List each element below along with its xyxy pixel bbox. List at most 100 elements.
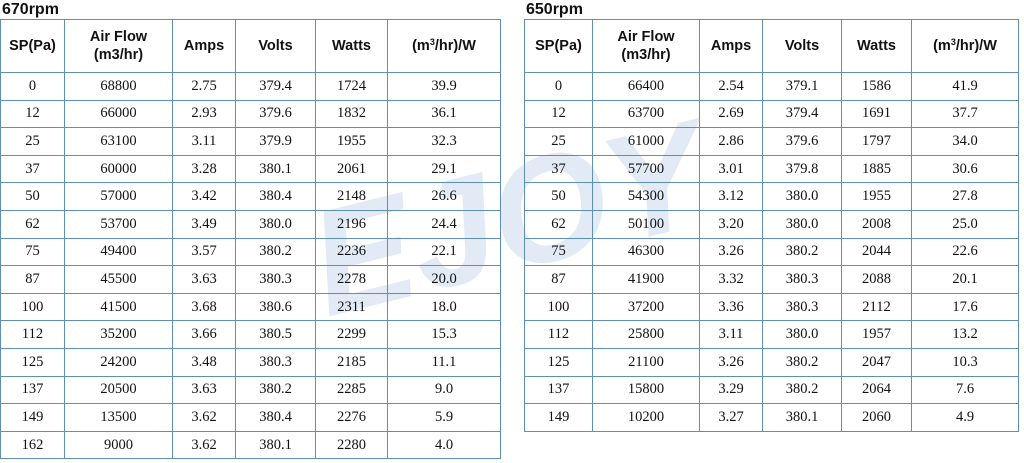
cell-amps: 3.28: [172, 154, 236, 184]
cell-sp: 0: [524, 72, 593, 101]
cell-watts: 2008: [841, 209, 912, 239]
performance-table: SP(Pa) Air Flow (m3/hr) Amps Volts Watts …: [524, 19, 1019, 432]
cell-volts: 380.0: [762, 209, 842, 239]
cell-sp: 125: [0, 347, 65, 377]
cell-volts: 379.1: [762, 72, 842, 101]
cell-volts: 380.1: [235, 154, 316, 184]
cell-airflow: 25800: [592, 320, 700, 349]
cell-airflow: 68800: [64, 72, 173, 101]
cell-watts: 2299: [315, 320, 388, 349]
cell-amps: 3.57: [172, 237, 236, 267]
cell-amps: 2.75: [172, 72, 236, 101]
cell-airflow: 53700: [64, 209, 173, 239]
cell-sp: 50: [524, 182, 593, 211]
cell-airflow: 46300: [592, 237, 700, 267]
cell-watts: 2236: [315, 237, 388, 267]
cell-volts: 380.3: [235, 265, 316, 294]
cell-watts: 2088: [841, 265, 912, 294]
table-row: 50 54300 3.12 380.0 1955 27.8: [524, 182, 1019, 211]
cell-airflow: 41900: [592, 265, 700, 294]
table-row: 162 9000 3.62 380.1 2280 4.0: [0, 430, 501, 460]
table-row: 62 50100 3.20 380.0 2008 25.0: [524, 209, 1019, 239]
cell-sp: 0: [0, 72, 65, 101]
header-airflow: Air Flow (m3/hr): [592, 19, 700, 73]
cell-amps: 3.36: [699, 292, 763, 322]
cell-volts: 379.4: [235, 72, 316, 101]
cell-watts: 1797: [841, 127, 912, 156]
cell-sp: 62: [524, 209, 593, 239]
cell-watts: 1586: [841, 72, 912, 101]
cell-volts: 380.2: [762, 375, 842, 405]
cell-watts: 2276: [315, 403, 388, 432]
cell-amps: 3.68: [172, 292, 236, 322]
cell-sp: 125: [524, 347, 593, 377]
table-row: 137 20500 3.63 380.2 2285 9.0: [0, 375, 501, 405]
cell-sp: 100: [524, 292, 593, 322]
cell-efficiency: 39.9: [387, 72, 501, 101]
cell-volts: 379.8: [762, 154, 842, 184]
cell-volts: 380.4: [235, 403, 316, 432]
cell-efficiency: 36.1: [387, 99, 501, 129]
cell-volts: 380.1: [235, 430, 316, 460]
cell-efficiency: 30.6: [911, 154, 1019, 184]
cell-volts: 380.3: [762, 292, 842, 322]
table-row: 0 66400 2.54 379.1 1586 41.9: [524, 72, 1019, 101]
cell-amps: 3.01: [699, 154, 763, 184]
table-row: 25 61000 2.86 379.6 1797 34.0: [524, 127, 1019, 156]
cell-airflow: 9000: [64, 430, 173, 460]
table-row: 87 45500 3.63 380.3 2278 20.0: [0, 265, 501, 294]
cell-airflow: 57000: [64, 182, 173, 211]
table-row: 12 63700 2.69 379.4 1691 37.7: [524, 99, 1019, 129]
cell-volts: 379.4: [762, 99, 842, 129]
cell-airflow: 41500: [64, 292, 173, 322]
cell-volts: 380.5: [235, 320, 316, 349]
header-sp: SP(Pa): [0, 19, 65, 73]
cell-sp: 87: [524, 265, 593, 294]
cell-amps: 3.32: [699, 265, 763, 294]
cell-sp: 37: [0, 154, 65, 184]
header-amps: Amps: [172, 19, 236, 73]
table-row: 125 21100 3.26 380.2 2047 10.3: [524, 347, 1019, 377]
cell-watts: 2148: [315, 182, 388, 211]
cell-efficiency: 9.0: [387, 375, 501, 405]
table-row: 100 37200 3.36 380.3 2112 17.6: [524, 292, 1019, 322]
cell-volts: 380.3: [762, 265, 842, 294]
table-row: 75 46300 3.26 380.2 2044 22.6: [524, 237, 1019, 267]
cell-sp: 87: [0, 265, 65, 294]
cell-airflow: 13500: [64, 403, 173, 432]
table-row: 37 57700 3.01 379.8 1885 30.6: [524, 154, 1019, 184]
cell-efficiency: 32.3: [387, 127, 501, 156]
cell-volts: 380.0: [762, 182, 842, 211]
cell-efficiency: 17.6: [911, 292, 1019, 322]
header-row: SP(Pa) Air Flow (m3/hr) Amps Volts Watts …: [0, 19, 501, 73]
cell-volts: 380.2: [235, 237, 316, 267]
cell-airflow: 63100: [64, 127, 173, 156]
cell-amps: 3.12: [699, 182, 763, 211]
cell-watts: 2060: [841, 403, 912, 432]
table-row: 125 24200 3.48 380.3 2185 11.1: [0, 347, 501, 377]
header-sp: SP(Pa): [524, 19, 593, 73]
cell-watts: 1832: [315, 99, 388, 129]
header-row: SP(Pa) Air Flow (m3/hr) Amps Volts Watts …: [524, 19, 1019, 73]
cell-efficiency: 34.0: [911, 127, 1019, 156]
cell-airflow: 20500: [64, 375, 173, 405]
cell-amps: 2.54: [699, 72, 763, 101]
cell-airflow: 60000: [64, 154, 173, 184]
table-row: 50 57000 3.42 380.4 2148 26.6: [0, 182, 501, 211]
table-row: 75 49400 3.57 380.2 2236 22.1: [0, 237, 501, 267]
header-efficiency: (m3/hr)/W: [911, 19, 1019, 73]
cell-amps: 3.11: [699, 320, 763, 349]
cell-sp: 37: [524, 154, 593, 184]
cell-volts: 380.4: [235, 182, 316, 211]
table-row: 112 35200 3.66 380.5 2299 15.3: [0, 320, 501, 349]
cell-efficiency: 27.8: [911, 182, 1019, 211]
cell-sp: 112: [0, 320, 65, 349]
cell-amps: 3.62: [172, 430, 236, 460]
cell-airflow: 57700: [592, 154, 700, 184]
table-title: 670rpm: [2, 1, 59, 18]
cell-efficiency: 26.6: [387, 182, 501, 211]
cell-watts: 1957: [841, 320, 912, 349]
cell-efficiency: 13.2: [911, 320, 1019, 349]
cell-amps: 2.69: [699, 99, 763, 129]
cell-efficiency: 15.3: [387, 320, 501, 349]
